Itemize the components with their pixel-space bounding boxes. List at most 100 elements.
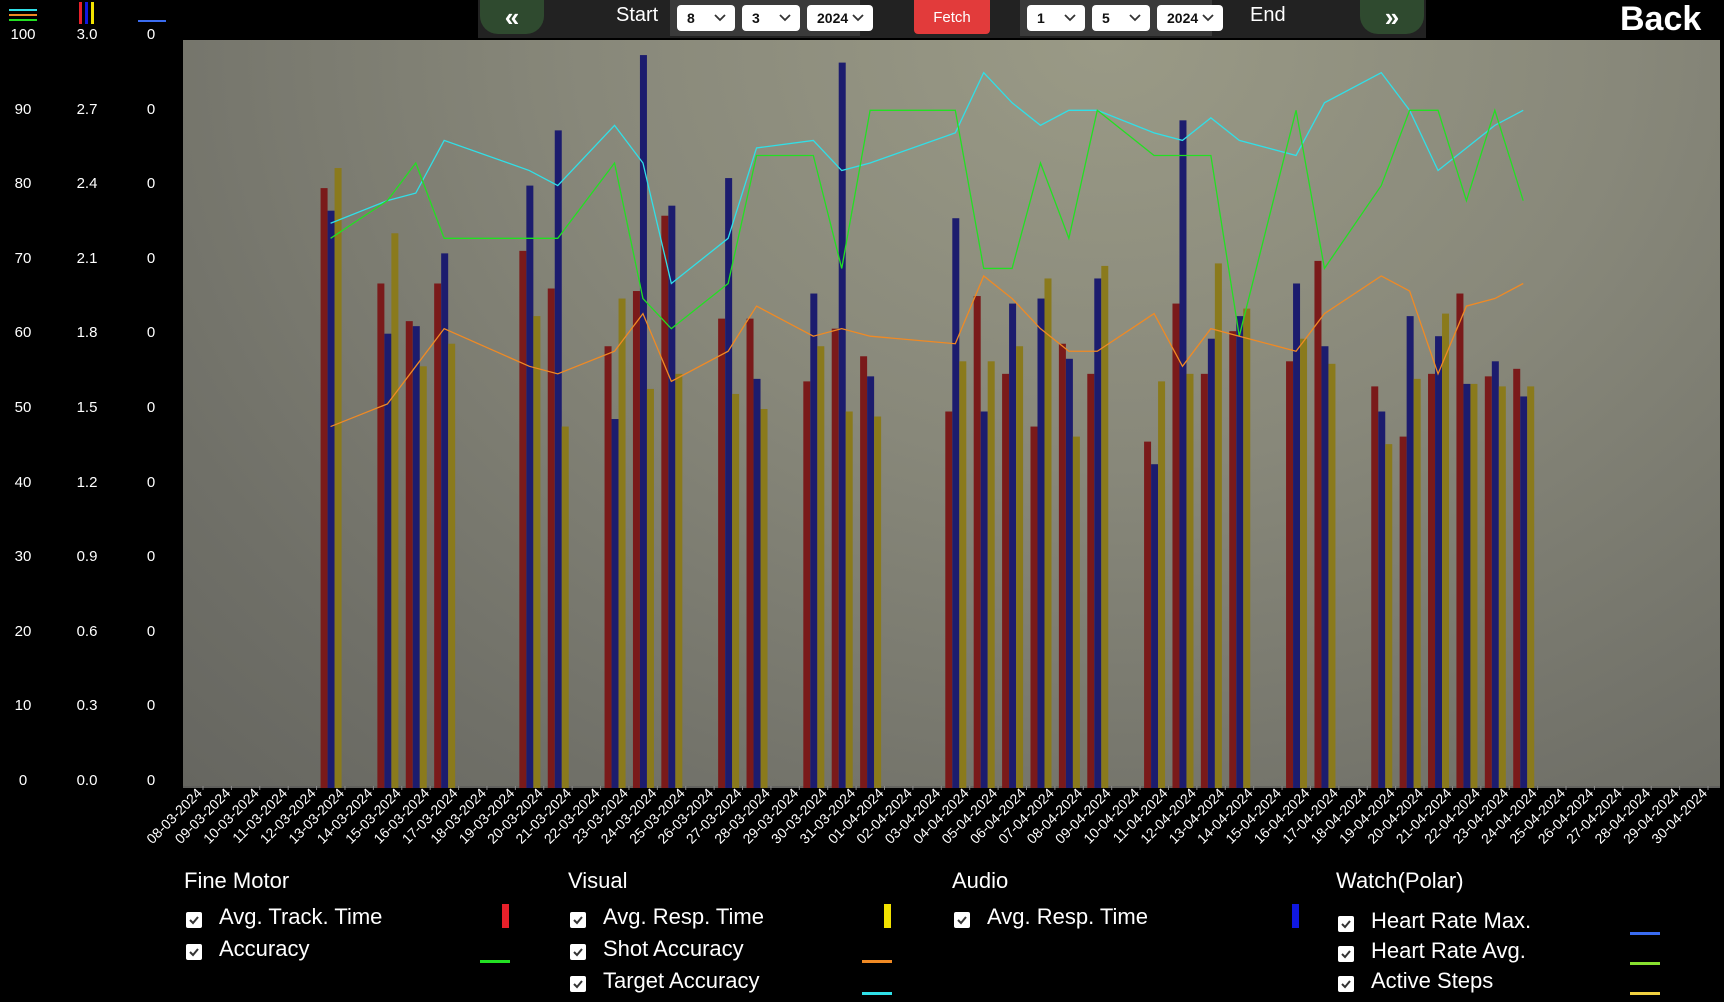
end-month-select[interactable]: 5 (1092, 5, 1150, 31)
legend-checkbox[interactable] (954, 912, 970, 928)
y-tick-time: 0.6 (76, 622, 98, 640)
y-tick-watch: 0 (146, 324, 156, 342)
y-tick-time: 0.3 (76, 697, 98, 715)
bar-audio-resp-time (1435, 336, 1443, 788)
y-tick-percent: 80 (14, 175, 32, 193)
y-tick-time: 2.1 (76, 249, 98, 267)
bar-visual-resp-time (817, 346, 825, 788)
end-day-select[interactable]: 1 (1027, 5, 1085, 31)
legend-checkbox[interactable] (186, 912, 202, 928)
y-tick-percent: 0 (18, 772, 28, 789)
start-date-group: 8 3 2024 (670, 0, 873, 36)
y-tick-watch: 0 (146, 772, 156, 789)
legend-item-label: Active Steps (1371, 968, 1494, 993)
y-tick-percent: 70 (14, 249, 32, 267)
y-tick-percent: 100 (10, 26, 36, 43)
chevron-down-icon (714, 14, 726, 22)
bar-visual-resp-time (1101, 265, 1109, 788)
y-tick-time: 0.0 (76, 772, 98, 789)
legend-checkbox[interactable] (186, 944, 202, 960)
bar-fine-motor-track-time (632, 291, 640, 788)
bar-fine-motor-track-time (1428, 373, 1436, 788)
x-axis-labels: 08-03-202409-03-202410-03-202411-03-2024… (143, 785, 1710, 847)
bar-visual-resp-time (646, 388, 654, 788)
bar-audio-resp-time (384, 333, 392, 788)
bar-fine-motor-track-time (1513, 368, 1521, 788)
bar-audio-resp-time (1520, 396, 1528, 788)
bar-visual-resp-time (1300, 338, 1308, 788)
y-tick-percent: 90 (14, 100, 32, 118)
legend-item-label: Avg. Resp. Time (987, 904, 1148, 929)
legend-item-label: Heart Rate Avg. (1371, 938, 1526, 963)
bar-fine-motor-track-time (973, 296, 981, 788)
bar-visual-resp-time (391, 233, 399, 788)
y-tick-watch: 0 (146, 175, 156, 193)
chevron-down-icon (1064, 14, 1076, 22)
bar-fine-motor-track-time (1286, 361, 1294, 788)
legend-bar-swatch (884, 904, 891, 928)
bar-audio-resp-time (668, 205, 676, 788)
legend-checkbox[interactable] (1338, 976, 1354, 992)
legend-checkbox[interactable] (570, 976, 586, 992)
legend-checkbox[interactable] (1338, 946, 1354, 962)
y-tick-time: 3.0 (76, 26, 98, 43)
legend-line-swatch (1630, 962, 1660, 965)
bar-audio-resp-time (1207, 338, 1215, 788)
back-button[interactable]: Back (1620, 0, 1702, 38)
legend-item-label: Shot Accuracy (603, 936, 744, 961)
bar-fine-motor-track-time (718, 318, 726, 788)
bar-visual-resp-time (1214, 263, 1222, 788)
line-target-accuracy (330, 71, 1524, 285)
start-month-select[interactable]: 3 (742, 5, 800, 31)
legend-line-swatch (480, 960, 510, 963)
checkmark-icon (573, 980, 583, 989)
bar-fine-motor-track-time (519, 250, 527, 788)
legend-bar-swatch (1292, 904, 1299, 928)
y-tick-watch: 0 (146, 622, 156, 640)
bar-fine-motor-track-time (746, 318, 754, 788)
previous-range-button[interactable]: « (480, 0, 544, 34)
start-day-select[interactable]: 8 (677, 5, 735, 31)
bar-audio-resp-time (1378, 411, 1386, 788)
legend-checkbox[interactable] (1338, 916, 1354, 932)
legend-group-title: Visual (568, 868, 628, 893)
bar-visual-resp-time (1186, 373, 1194, 788)
fetch-button[interactable]: Fetch (914, 0, 990, 34)
chevron-down-icon (852, 14, 864, 22)
bar-visual-resp-time (987, 361, 995, 788)
checkmark-icon (957, 916, 967, 925)
bar-visual-resp-time (1328, 363, 1336, 788)
y-tick-watch: 0 (146, 26, 156, 43)
bar-visual-resp-time (1498, 386, 1506, 788)
bar-visual-resp-time (760, 408, 768, 788)
bar-fine-motor-track-time (1002, 373, 1010, 788)
bar-visual-resp-time (1016, 346, 1024, 788)
bar-fine-motor-track-time (604, 346, 612, 788)
plot-area (183, 40, 1720, 788)
bar-audio-resp-time (639, 55, 647, 788)
legend-checkbox[interactable] (570, 944, 586, 960)
y-tick-watch: 0 (146, 100, 156, 118)
bar-visual-resp-time (1385, 444, 1393, 788)
bar-visual-resp-time (1243, 308, 1251, 788)
legend-line-swatch (1630, 992, 1660, 995)
next-range-button[interactable]: » (1360, 0, 1424, 34)
chart-canvas (183, 55, 1720, 788)
checkmark-icon (189, 916, 199, 925)
end-year-select[interactable]: 2024 (1157, 5, 1223, 31)
y-tick-time: 2.7 (76, 100, 98, 118)
bar-fine-motor-track-time (377, 283, 385, 788)
legend-item-label: Accuracy (219, 936, 310, 961)
bar-audio-resp-time (1065, 358, 1073, 788)
legend-item-label: Heart Rate Max. (1371, 908, 1532, 933)
y-tick-watch: 0 (146, 249, 156, 267)
bar-audio-resp-time (1293, 283, 1301, 788)
start-year-select[interactable]: 2024 (807, 5, 873, 31)
bar-fine-motor-track-time (547, 288, 555, 788)
y-tick-watch: 0 (146, 697, 156, 715)
bar-audio-resp-time (611, 419, 619, 788)
bar-audio-resp-time (1037, 298, 1045, 788)
legend-line-swatch (862, 992, 892, 995)
legend-checkbox[interactable] (570, 912, 586, 928)
